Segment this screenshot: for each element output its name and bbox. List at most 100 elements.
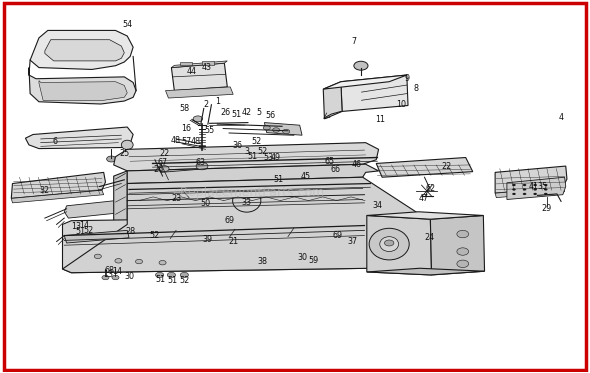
Text: 7: 7 <box>351 37 356 46</box>
Circle shape <box>354 61 368 70</box>
Polygon shape <box>11 172 106 198</box>
Polygon shape <box>63 177 430 273</box>
Circle shape <box>159 260 166 265</box>
Polygon shape <box>367 212 483 219</box>
Ellipse shape <box>369 228 409 260</box>
Text: 30: 30 <box>124 272 134 281</box>
Circle shape <box>523 188 526 191</box>
Text: 35: 35 <box>537 182 548 191</box>
Polygon shape <box>39 81 127 100</box>
Text: 52: 52 <box>257 147 268 156</box>
Circle shape <box>512 184 516 186</box>
Circle shape <box>385 240 394 246</box>
Text: 68: 68 <box>104 266 114 275</box>
Text: 21: 21 <box>228 237 238 246</box>
Polygon shape <box>430 216 484 275</box>
Circle shape <box>107 156 116 162</box>
Text: 66: 66 <box>330 165 340 174</box>
Text: 51: 51 <box>231 110 241 119</box>
Text: 33: 33 <box>242 198 252 207</box>
Text: eReplacementParts.com: eReplacementParts.com <box>172 186 324 198</box>
Polygon shape <box>367 216 431 275</box>
Circle shape <box>102 275 109 280</box>
Text: 59: 59 <box>309 256 319 264</box>
Circle shape <box>94 254 101 258</box>
Circle shape <box>112 275 119 280</box>
Text: 51: 51 <box>273 175 284 184</box>
Polygon shape <box>127 164 379 184</box>
Text: 44: 44 <box>187 67 197 76</box>
Circle shape <box>457 231 468 238</box>
Circle shape <box>457 260 468 267</box>
Circle shape <box>196 162 208 170</box>
Text: 2: 2 <box>203 100 208 109</box>
Circle shape <box>273 128 280 132</box>
Text: 51: 51 <box>156 275 166 284</box>
Text: 52: 52 <box>251 137 262 147</box>
Polygon shape <box>63 216 430 273</box>
Text: 8: 8 <box>413 84 418 93</box>
Text: 56: 56 <box>266 112 276 120</box>
Bar <box>180 62 192 65</box>
Polygon shape <box>495 187 565 198</box>
Circle shape <box>533 184 537 186</box>
Text: 47: 47 <box>418 194 428 203</box>
Polygon shape <box>507 177 566 200</box>
Circle shape <box>533 188 537 191</box>
Circle shape <box>283 129 290 134</box>
Circle shape <box>512 193 516 195</box>
Polygon shape <box>171 63 227 91</box>
Ellipse shape <box>380 236 399 251</box>
Polygon shape <box>171 61 227 68</box>
Text: 69: 69 <box>332 231 342 240</box>
Text: 67: 67 <box>158 158 168 167</box>
Text: 13: 13 <box>71 222 81 231</box>
Text: 1: 1 <box>215 97 220 106</box>
Text: 48: 48 <box>171 135 181 145</box>
Text: 52: 52 <box>150 231 160 240</box>
Text: 22: 22 <box>442 162 452 170</box>
Ellipse shape <box>122 140 133 150</box>
Text: 16: 16 <box>181 125 191 134</box>
Text: 54: 54 <box>122 21 132 29</box>
Text: 5: 5 <box>256 108 261 117</box>
Text: 53: 53 <box>264 153 274 162</box>
Circle shape <box>160 166 169 172</box>
Text: 14: 14 <box>79 221 89 230</box>
Circle shape <box>180 272 188 278</box>
Polygon shape <box>114 142 379 171</box>
Text: 55: 55 <box>205 126 215 135</box>
Text: 36: 36 <box>232 141 242 150</box>
Polygon shape <box>495 166 567 193</box>
Circle shape <box>544 193 548 195</box>
Text: 30: 30 <box>297 253 307 262</box>
Text: 26: 26 <box>153 165 163 174</box>
Circle shape <box>168 272 175 278</box>
Text: 52: 52 <box>84 226 94 235</box>
Text: 48: 48 <box>191 137 201 146</box>
Text: 49: 49 <box>271 153 281 162</box>
Polygon shape <box>323 75 407 89</box>
Polygon shape <box>264 123 302 135</box>
Text: 46: 46 <box>352 160 362 169</box>
Polygon shape <box>64 231 129 243</box>
Text: 28: 28 <box>125 226 135 236</box>
Polygon shape <box>323 82 342 119</box>
Polygon shape <box>45 40 124 61</box>
Text: 22: 22 <box>159 148 169 157</box>
Text: 51: 51 <box>75 227 85 236</box>
Text: 13: 13 <box>103 270 113 279</box>
Circle shape <box>523 184 526 186</box>
Text: 57: 57 <box>181 137 191 146</box>
Text: 9: 9 <box>404 74 409 83</box>
Polygon shape <box>29 68 136 104</box>
Text: 11: 11 <box>375 115 385 124</box>
Circle shape <box>533 193 537 195</box>
Text: 39: 39 <box>203 235 213 244</box>
Text: 29: 29 <box>542 204 552 213</box>
Text: 34: 34 <box>372 201 382 210</box>
Circle shape <box>457 248 468 255</box>
Text: 52: 52 <box>179 276 189 285</box>
Polygon shape <box>114 171 127 228</box>
Text: 58: 58 <box>179 104 189 113</box>
